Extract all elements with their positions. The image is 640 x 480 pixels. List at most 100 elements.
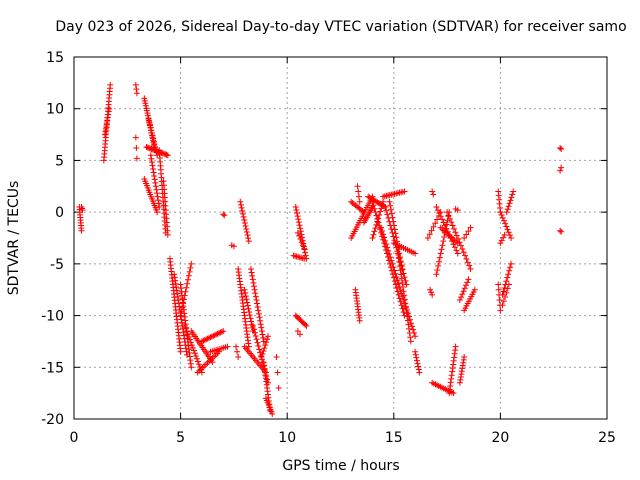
data-point — [256, 346, 263, 353]
data-point — [295, 216, 302, 223]
data-point — [454, 250, 461, 257]
data-point — [173, 284, 180, 291]
y-tick-label: -5 — [50, 257, 64, 273]
data-point — [153, 186, 160, 193]
data-point — [269, 410, 276, 417]
data-point — [379, 202, 386, 209]
data-point — [393, 244, 400, 251]
data-point — [385, 247, 392, 254]
data-point — [273, 353, 280, 360]
y-tick-label: 10 — [46, 102, 64, 118]
data-point — [388, 226, 395, 233]
data-point — [454, 207, 461, 214]
data-point — [398, 302, 405, 309]
data-point — [388, 210, 395, 217]
data-point — [355, 188, 362, 195]
data-point — [445, 212, 452, 219]
data-point — [407, 338, 414, 345]
data-point — [557, 227, 564, 234]
data-point — [255, 307, 262, 314]
data-point — [185, 333, 192, 340]
data-point — [253, 336, 260, 343]
data-point — [455, 235, 462, 242]
data-point — [439, 242, 446, 249]
data-point — [261, 345, 268, 352]
data-point — [427, 286, 434, 293]
data-point — [245, 238, 252, 245]
data-point — [151, 176, 158, 183]
data-point — [463, 231, 470, 238]
data-point — [426, 231, 433, 238]
data-point — [354, 183, 361, 190]
data-point — [373, 212, 380, 219]
data-point — [174, 290, 181, 297]
data-point — [404, 317, 411, 324]
data-point — [178, 316, 185, 323]
y-tick-label: 15 — [46, 50, 64, 66]
data-point — [182, 288, 189, 295]
data-point — [412, 333, 419, 340]
data-point — [193, 355, 200, 362]
data-point — [500, 217, 507, 224]
data-point — [463, 255, 470, 262]
data-point — [259, 331, 266, 338]
data-point — [241, 286, 248, 293]
data-point — [151, 141, 158, 148]
data-point — [438, 246, 445, 253]
data-point — [440, 219, 447, 226]
data-point — [461, 353, 468, 360]
data-point — [244, 299, 251, 306]
data-point — [246, 312, 253, 319]
data-point — [298, 239, 305, 246]
data-point — [434, 207, 441, 214]
data-point — [149, 132, 156, 139]
data-point — [505, 203, 512, 210]
data-point — [256, 314, 263, 321]
data-point — [505, 271, 512, 278]
data-point — [399, 279, 406, 286]
data-point — [303, 322, 310, 329]
data-point — [415, 363, 422, 370]
data-point — [274, 369, 281, 376]
data-point — [146, 118, 153, 125]
data-point — [391, 267, 398, 274]
data-point — [182, 342, 189, 349]
data-point — [106, 105, 113, 112]
data-point — [259, 350, 266, 357]
data-point — [252, 293, 259, 300]
data-point — [147, 152, 154, 159]
data-point — [508, 260, 515, 267]
data-point — [414, 360, 421, 367]
data-point — [506, 267, 513, 274]
data-point — [221, 212, 228, 219]
data-point — [244, 232, 251, 239]
data-point — [275, 384, 282, 391]
data-point — [446, 215, 453, 222]
data-point — [508, 194, 515, 201]
data-point — [171, 271, 178, 278]
data-point — [440, 238, 447, 245]
data-point — [132, 134, 139, 141]
data-point — [301, 255, 308, 262]
data-point — [151, 172, 158, 179]
data-point — [297, 236, 304, 243]
data-point — [244, 302, 251, 309]
data-point — [262, 342, 269, 349]
data-point — [178, 319, 185, 326]
data-point — [107, 81, 114, 88]
data-point — [299, 242, 306, 249]
x-tick-label: 25 — [598, 430, 616, 446]
data-point — [154, 209, 161, 216]
data-point — [393, 284, 400, 291]
data-point — [251, 286, 258, 293]
data-point — [356, 317, 363, 324]
data-point — [503, 278, 510, 285]
data-point — [456, 239, 463, 246]
data-point — [175, 297, 182, 304]
data-point — [155, 200, 162, 207]
data-point — [132, 81, 139, 88]
data-points — [76, 81, 565, 417]
data-point — [386, 218, 393, 225]
data-point — [459, 245, 466, 252]
